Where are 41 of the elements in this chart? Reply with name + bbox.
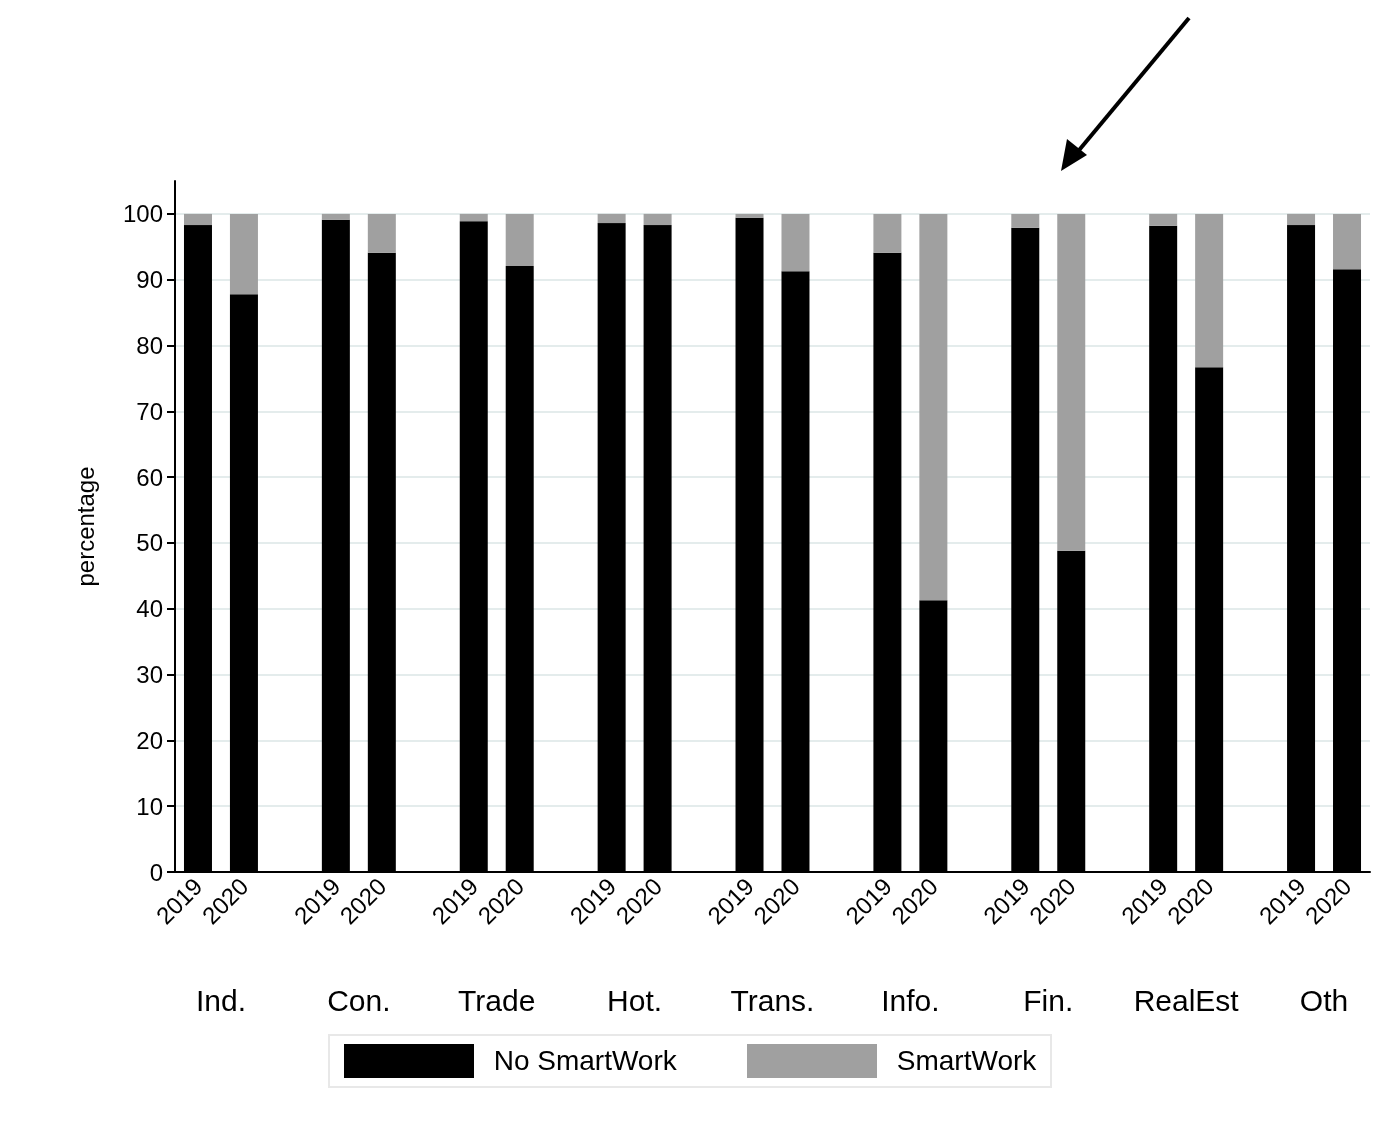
bar [1057, 213, 1086, 551]
text: Con. [327, 983, 391, 1017]
text: Oth [1299, 983, 1349, 1017]
y-axis-title: percentage [71, 466, 99, 587]
bar [1333, 213, 1362, 270]
bar [367, 213, 396, 253]
y-tick-label: 80 [136, 332, 163, 360]
y-tick-label: 0 [149, 858, 163, 886]
bar [459, 213, 488, 222]
y-tick-label: 70 [136, 397, 163, 425]
bar [643, 213, 672, 226]
bar [873, 213, 902, 253]
text: Trans. [730, 983, 815, 1017]
text: Info. [881, 983, 940, 1017]
bar [781, 213, 810, 272]
y-tick-label: 20 [136, 726, 163, 754]
y-tick-label: 100 [122, 200, 163, 228]
bar [1149, 213, 1178, 226]
bar [597, 213, 626, 224]
y-tick-label: 60 [136, 463, 163, 491]
bar [183, 213, 212, 226]
bar [505, 213, 534, 266]
text: Hot. [607, 983, 663, 1017]
y-tick-label: 40 [136, 595, 163, 623]
bar [1195, 213, 1224, 368]
bar [1011, 213, 1040, 228]
bar [735, 213, 764, 218]
y-tick-label: 90 [136, 266, 163, 294]
y-tick-label: 30 [136, 661, 163, 689]
bar [1287, 213, 1316, 226]
text: Trade [458, 983, 536, 1017]
y-tick-label: 10 [136, 792, 163, 820]
legend-label: SmartWork [896, 1045, 1037, 1077]
text: Fin. [1023, 983, 1074, 1017]
legend-label: No SmartWork [493, 1045, 677, 1077]
bar [321, 213, 350, 220]
bar [229, 213, 258, 295]
y-tick-label: 50 [136, 529, 163, 557]
text: Ind. [195, 983, 246, 1017]
text: RealEst [1133, 983, 1240, 1017]
bar [919, 213, 948, 601]
